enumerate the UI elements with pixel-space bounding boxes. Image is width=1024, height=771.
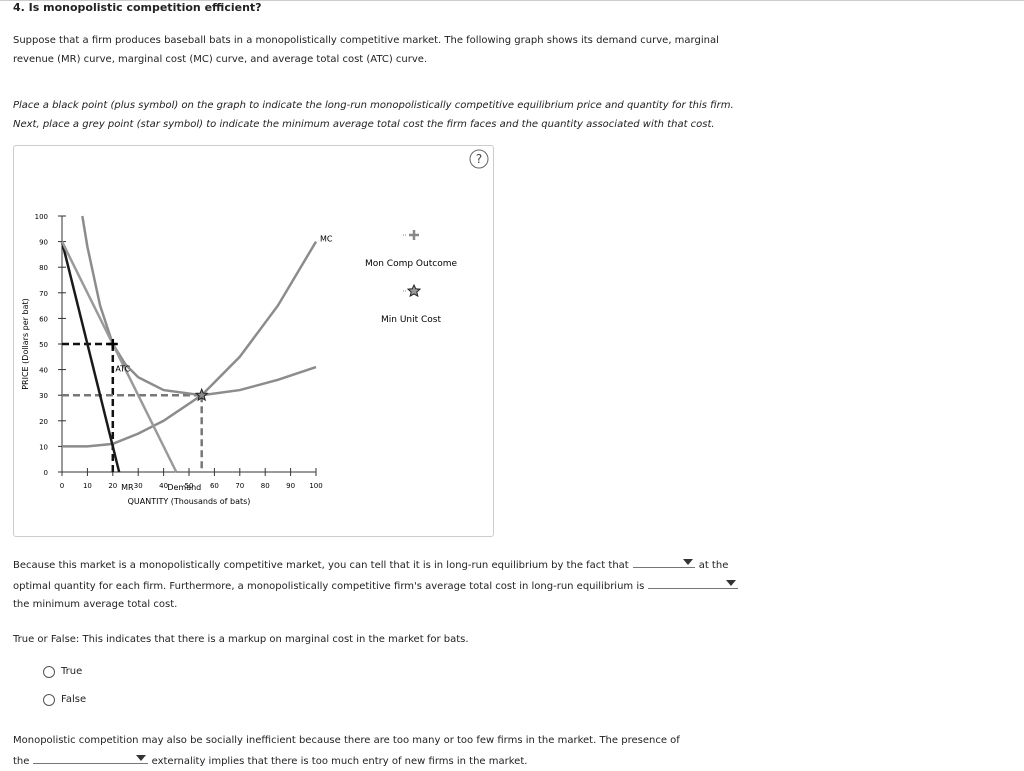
dropdown[interactable] — [32, 751, 148, 764]
curve — [81, 215, 317, 397]
radio-button[interactable] — [43, 666, 55, 678]
dropdown[interactable] — [648, 576, 739, 589]
y-axis-label: PRICE (Dollars per bat) — [21, 298, 30, 390]
question-text: Because this market is a monopolisticall… — [13, 560, 629, 571]
x-tick-label: 90 — [286, 482, 295, 490]
y-tick-label: 100 — [35, 213, 48, 221]
plus-icon[interactable] — [409, 230, 419, 240]
x-axis-label: QUANTITY (Thousands of bats) — [128, 497, 251, 506]
x-tick-label: 100 — [309, 482, 322, 490]
question-text: at the optimal quantity for each firm. F… — [13, 560, 729, 592]
y-tick-label: 10 — [39, 443, 48, 451]
x-tick-label: 60 — [210, 482, 219, 490]
chart: ? Mon Comp Outcome Min Unit Cost 0 10 20 30… — [21, 149, 489, 506]
curve — [60, 241, 178, 473]
question-text: Monopolistic competition may also be soc… — [13, 735, 680, 767]
y-tick-label: 0 — [44, 469, 48, 477]
y-tick-label: 30 — [39, 392, 48, 400]
curve — [62, 240, 318, 448]
intro-text: Suppose that a firm produces baseball ba… — [13, 35, 719, 65]
y-tick-label: 40 — [39, 367, 48, 375]
x-tick-label: 50 — [185, 482, 194, 490]
y-tick-label: 50 — [39, 341, 48, 349]
plus-point — [107, 339, 118, 349]
x-tick-label: 20 — [108, 482, 117, 490]
star-icon[interactable] — [406, 283, 422, 298]
x-tick-label: 40 — [159, 482, 168, 490]
help-button[interactable] — [469, 149, 489, 169]
x-tick-label: 30 — [134, 482, 143, 490]
x-tick-label: 70 — [235, 482, 244, 490]
instructions: Place a black point (plus symbol) on the… — [13, 100, 734, 130]
curve-label: MR — [121, 483, 134, 492]
option-label[interactable]: False — [61, 694, 87, 705]
y-tick-label: 70 — [39, 290, 48, 298]
x-tick-label: 0 — [60, 482, 64, 490]
radio-button[interactable] — [43, 694, 55, 706]
dropdown[interactable] — [632, 555, 695, 568]
question-text: externality implies that there is too mu… — [151, 755, 528, 767]
x-tick-label: 10 — [83, 482, 92, 490]
y-tick-label: 20 — [39, 418, 48, 426]
question-2-prompt: True or False: This indicates that there… — [13, 634, 469, 645]
question-3: Monopolistic competition may also be soc… — [13, 732, 693, 771]
question-text: the minimum average total cost. — [13, 599, 178, 610]
palette-label[interactable]: Mon Comp Outcome — [365, 259, 458, 269]
y-tick-label: 80 — [39, 264, 48, 272]
y-tick-label: 90 — [39, 239, 48, 247]
star-point — [194, 387, 209, 402]
question-title: 4. Is monopolistic competition efficient… — [13, 1, 262, 14]
question-1: Because this market is a monopolisticall… — [13, 555, 743, 615]
curve-label: Demand — [167, 483, 201, 492]
curve-label: MC — [320, 235, 333, 244]
y-tick-label: 60 — [39, 315, 48, 323]
graph-panel: ? Mon Comp Outcome Min Unit Cost 0 10 20 30… — [13, 145, 494, 537]
palette-label[interactable]: Min Unit Cost — [381, 315, 441, 325]
x-tick-label: 80 — [261, 482, 270, 490]
curve — [60, 241, 121, 473]
help-icon[interactable]: ? — [476, 152, 482, 166]
top-border — [0, 0, 1024, 1]
option-label[interactable]: True — [61, 666, 83, 677]
curve-label: ATC — [115, 364, 130, 373]
